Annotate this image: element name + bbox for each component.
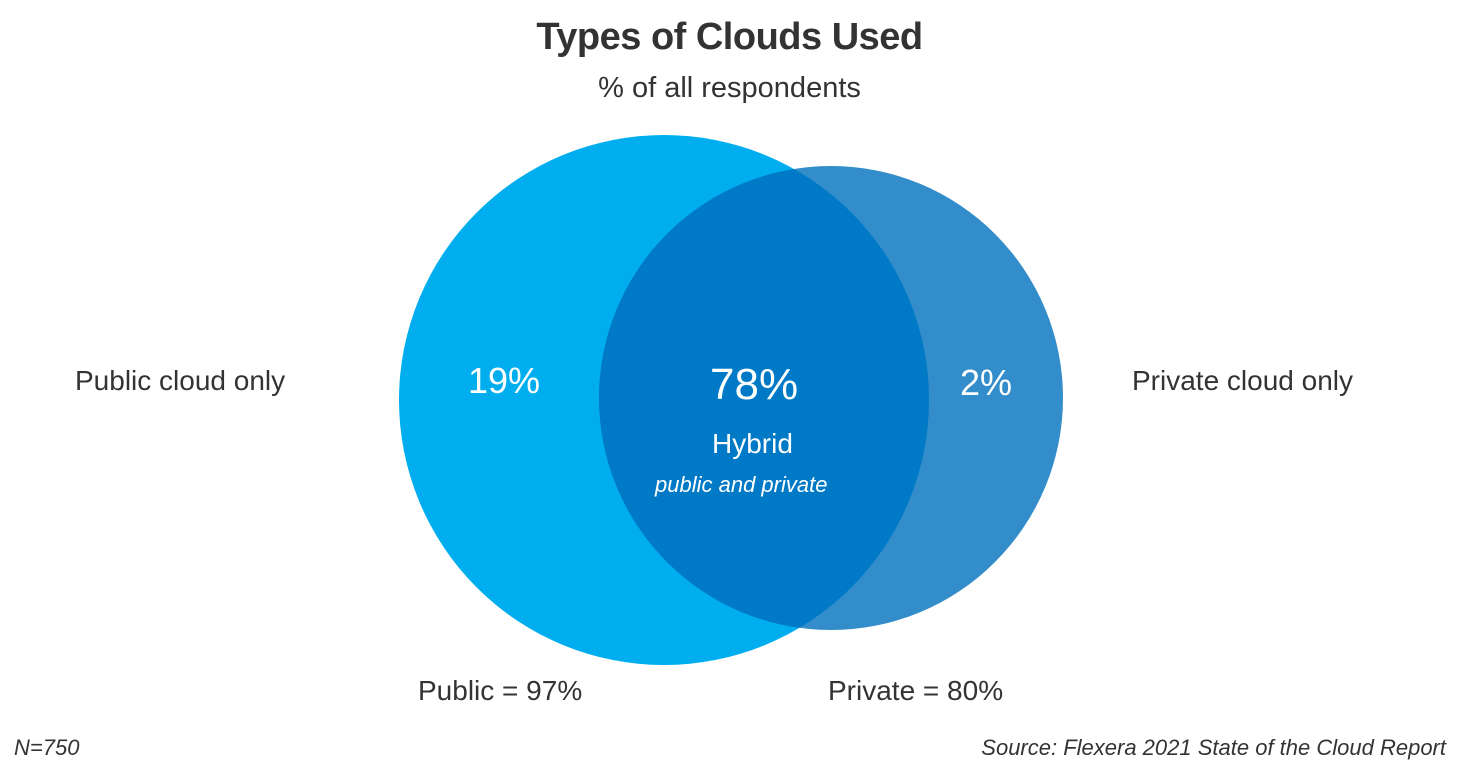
private-only-label: Private cloud only xyxy=(1132,365,1354,396)
chart-title: Types of Clouds Used xyxy=(536,16,923,58)
hybrid-overlap xyxy=(599,166,929,630)
private-total-label: Private = 80% xyxy=(828,675,1004,706)
chart-subtitle: % of all respondents xyxy=(598,72,861,104)
sample-size-note: N=750 xyxy=(14,735,80,760)
public-total-label: Public = 97% xyxy=(418,675,583,706)
hybrid-value: 78% xyxy=(710,360,799,409)
public-only-label: Public cloud only xyxy=(75,365,286,396)
private-only-value: 2% xyxy=(960,362,1013,403)
source-note: Source: Flexera 2021 State of the Cloud … xyxy=(981,735,1446,760)
hybrid-description: public and private xyxy=(655,472,828,497)
public-only-value: 19% xyxy=(468,360,541,401)
hybrid-label: Hybrid xyxy=(712,428,793,459)
